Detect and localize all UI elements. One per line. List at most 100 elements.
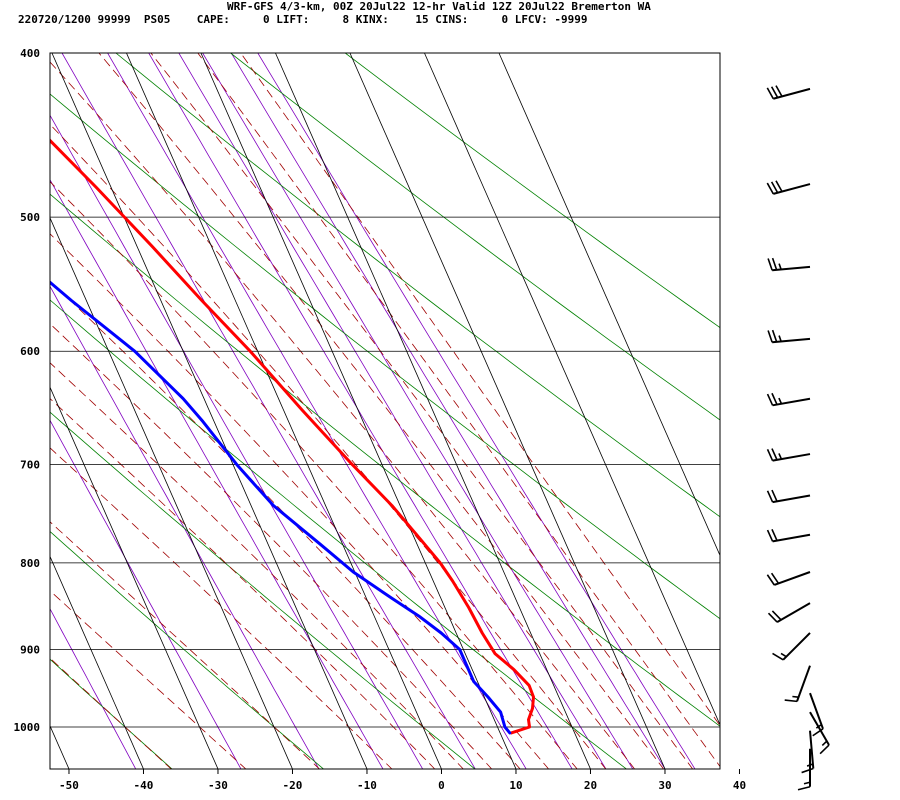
- wind-barb-flag: [771, 329, 778, 343]
- wind-barb-shaft: [809, 711, 830, 746]
- wind-barb-shaft: [782, 632, 811, 661]
- wind-barbs: [766, 85, 830, 791]
- plot-frame: [49, 52, 721, 770]
- mixing-ratio-line: [178, 53, 607, 769]
- mixing-ratio-line: [50, 285, 320, 769]
- wind-barb: [766, 85, 811, 100]
- wind-barb-flag: [767, 330, 773, 343]
- wind-barb: [766, 489, 811, 504]
- isotherm-line: [200, 53, 517, 769]
- temperature-tick-label: 30: [658, 779, 671, 792]
- dry-adiabat-line: [50, 411, 476, 769]
- wind-barb: [767, 329, 811, 344]
- chart-title: WRF-GFS 4/3-km, 00Z 20Jul22 12-hr Valid …: [227, 0, 651, 13]
- wind-barb-flag: [797, 785, 811, 791]
- moist-adiabat-line: [50, 123, 607, 769]
- wind-barb-half-flag: [778, 453, 783, 460]
- wind-barb-flag: [766, 449, 774, 461]
- isotherm-line: [50, 386, 219, 769]
- wind-barb-shaft: [773, 87, 811, 100]
- wind-barb: [766, 180, 811, 195]
- wind-barb: [801, 730, 815, 774]
- dry-adiabat-line: [344, 53, 720, 329]
- mixing-ratio-line: [202, 53, 634, 769]
- temperature-tick-label: -10: [357, 779, 377, 792]
- mixing-ratio-line: [107, 53, 527, 769]
- mixing-ratio-line: [50, 114, 424, 769]
- dry-adiabat-line: [50, 299, 628, 769]
- dry-adiabat-line: [115, 53, 720, 518]
- wind-barb-flag: [775, 85, 783, 97]
- pressure-axis: 400 500 600 700 800 900 1000: [14, 47, 41, 734]
- wind-barb-shaft: [772, 337, 811, 344]
- wind-barb: [766, 448, 811, 462]
- temperature-profile: [50, 138, 535, 735]
- moist-adiabat-line: [50, 398, 436, 769]
- wind-barb-flag: [770, 86, 779, 98]
- wind-barb-flag: [766, 490, 774, 503]
- dry-adiabat-line: [50, 193, 720, 727]
- wind-barb-flag: [766, 393, 774, 406]
- isotherm-line: [126, 53, 442, 769]
- wind-barb: [809, 711, 830, 755]
- wind-barb-flag: [766, 87, 774, 100]
- moist-adiabat-line: [50, 181, 578, 769]
- dry-adiabat-line: [50, 93, 720, 620]
- dewpoint-profile: [50, 280, 512, 735]
- wind-barb-flag: [770, 572, 780, 584]
- wind-barb-shaft: [772, 533, 811, 543]
- moist-adiabat-line: [50, 521, 321, 769]
- wind-barb-flag: [784, 699, 798, 703]
- wind-barb-half-flag: [821, 740, 828, 747]
- wind-barb-flag: [801, 767, 814, 774]
- moist-adiabat-line: [50, 590, 247, 769]
- wind-barb-shaft: [772, 453, 811, 462]
- temperature-tick-label: 20: [584, 779, 597, 792]
- wind-barb-flag: [771, 392, 778, 405]
- moist-adiabat-line: [98, 53, 665, 769]
- wind-barb-flag: [775, 180, 783, 192]
- wind-barb-flag: [770, 181, 779, 194]
- sounding-profiles: [50, 138, 535, 735]
- temperature-tick-label: -20: [283, 779, 303, 792]
- wind-barb-flag: [771, 489, 778, 502]
- wind-barb-flag: [766, 529, 774, 542]
- dry-adiabat-line: [0, 34, 22, 770]
- pressure-tick-label: 1000: [14, 721, 41, 734]
- wind-barb-half-flag: [780, 652, 787, 658]
- mixing-ratio-line: [50, 178, 384, 769]
- isotherm-line: [50, 724, 70, 769]
- wind-barb: [766, 571, 811, 586]
- wind-barb-flag: [771, 257, 778, 271]
- dry-adiabat-line: [50, 658, 173, 769]
- wind-barb-shaft: [772, 265, 811, 272]
- moist-adiabat-line: [50, 280, 521, 769]
- wind-barb: [772, 632, 811, 661]
- wind-barb-flag: [767, 258, 773, 271]
- wind-barb-flag: [771, 528, 778, 541]
- temperature-tick-label: 0: [438, 779, 445, 792]
- dry-adiabat-line: [229, 53, 720, 421]
- wind-barb-flag: [767, 612, 778, 623]
- mixing-ratio-line: [257, 53, 696, 769]
- wind-barb-shaft: [809, 692, 824, 730]
- isotherm-line: [275, 53, 591, 769]
- background-lines: [0, 34, 720, 770]
- wind-barb-shaft: [773, 571, 811, 586]
- temperature-tick-label: -40: [134, 779, 154, 792]
- wind-barb-shaft: [772, 397, 811, 407]
- moist-adiabat-line: [50, 657, 172, 769]
- wind-barb: [797, 748, 811, 791]
- moist-adiabat-line: [50, 61, 636, 769]
- temperature-tick-label: 40: [733, 779, 746, 792]
- moist-adiabat-line: [240, 53, 720, 727]
- mixing-ratio-line: [50, 607, 137, 769]
- wind-barb-half-flag: [778, 335, 782, 342]
- pressure-tick-label: 700: [20, 459, 40, 472]
- wind-barb-shaft: [796, 665, 811, 702]
- isotherm-line: [424, 53, 720, 726]
- temperature-tick-label: -50: [59, 779, 79, 792]
- wind-barb: [767, 602, 811, 623]
- wind-barb-shaft: [776, 602, 811, 623]
